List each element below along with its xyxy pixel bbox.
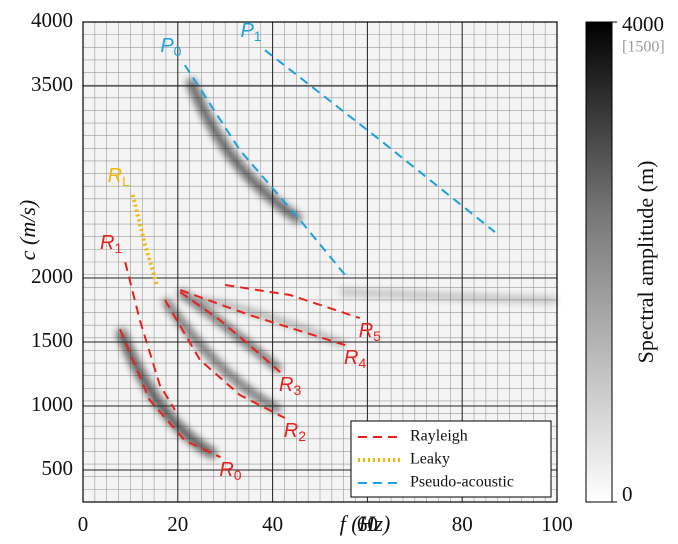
curve-label: R3 <box>279 374 301 397</box>
y-tick-label: 500 <box>42 456 74 480</box>
curve-label-base: R <box>279 374 293 396</box>
colorbar-label: Spectral amplitude (m) <box>633 161 658 364</box>
x-tick-label: 20 <box>167 512 188 536</box>
curve-label-base: R <box>344 347 358 369</box>
legend-label: Pseudo-acoustic <box>410 474 514 491</box>
curve-label: R4 <box>344 347 366 370</box>
curve <box>184 64 346 276</box>
colorbar-note: [1500] <box>622 39 665 56</box>
curve-label-base: R <box>284 420 298 442</box>
y-tick-label: 2000 <box>31 264 73 288</box>
curve <box>119 328 221 459</box>
x-axis-label: f (Hz) <box>340 511 391 536</box>
colorbar <box>585 21 613 503</box>
curve-label: R2 <box>284 420 306 443</box>
curve-label-base: R <box>219 459 233 481</box>
x-tick-label: 100 <box>541 512 573 536</box>
legend-label: Rayleigh <box>410 428 468 445</box>
curve-label-sub: 5 <box>373 328 381 344</box>
colorbar-tick-label: 4000 <box>622 12 664 36</box>
curve-label: R0 <box>219 459 241 482</box>
curve-label: R5 <box>359 320 381 343</box>
curve-label-sub: 1 <box>115 240 123 256</box>
curve <box>225 284 361 320</box>
curve <box>130 194 159 286</box>
curve-label-base: R <box>108 165 122 187</box>
curve <box>179 291 281 373</box>
curve <box>264 49 496 233</box>
x-tick-label: 60 <box>357 512 378 536</box>
colorbar-tick-label: 0 <box>622 482 633 506</box>
curve-label-sub: 4 <box>358 355 366 371</box>
curve-label-base: R <box>359 320 373 342</box>
curve-label-sub: 0 <box>174 43 182 59</box>
curve-label-sub: 0 <box>234 467 242 483</box>
x-tick-label: 80 <box>452 512 473 536</box>
curve-label-base: P <box>240 20 254 42</box>
x-tick-label: 40 <box>262 512 283 536</box>
y-axis-label: c (m/s) <box>15 200 40 260</box>
curve-label-sub: L <box>122 173 130 189</box>
x-tick-label: 0 <box>78 512 89 536</box>
y-tick-label: 1500 <box>31 328 73 352</box>
y-tick-label: 1000 <box>31 392 73 416</box>
curve-label: P0 <box>160 35 181 58</box>
plot-frame <box>82 21 558 503</box>
legend: Rayleigh Leaky Pseudo-acoustic <box>350 420 552 498</box>
curve <box>124 261 176 411</box>
y-tick-label: 3500 <box>31 72 73 96</box>
curve-label: P1 <box>240 20 261 43</box>
y-tick-label: 4000 <box>31 8 73 32</box>
curve-label-base: R <box>100 232 114 254</box>
curve-label-sub: 2 <box>298 428 306 444</box>
curve-label-sub: 1 <box>254 28 262 44</box>
curve <box>179 289 346 347</box>
curve-label-base: P <box>160 35 174 57</box>
curve-label: RL <box>108 165 130 188</box>
curves <box>119 49 496 459</box>
curve-label: R1 <box>100 232 122 255</box>
curve-label-sub: 3 <box>294 382 302 398</box>
curve <box>164 299 286 419</box>
legend-label: Leaky <box>410 451 450 468</box>
